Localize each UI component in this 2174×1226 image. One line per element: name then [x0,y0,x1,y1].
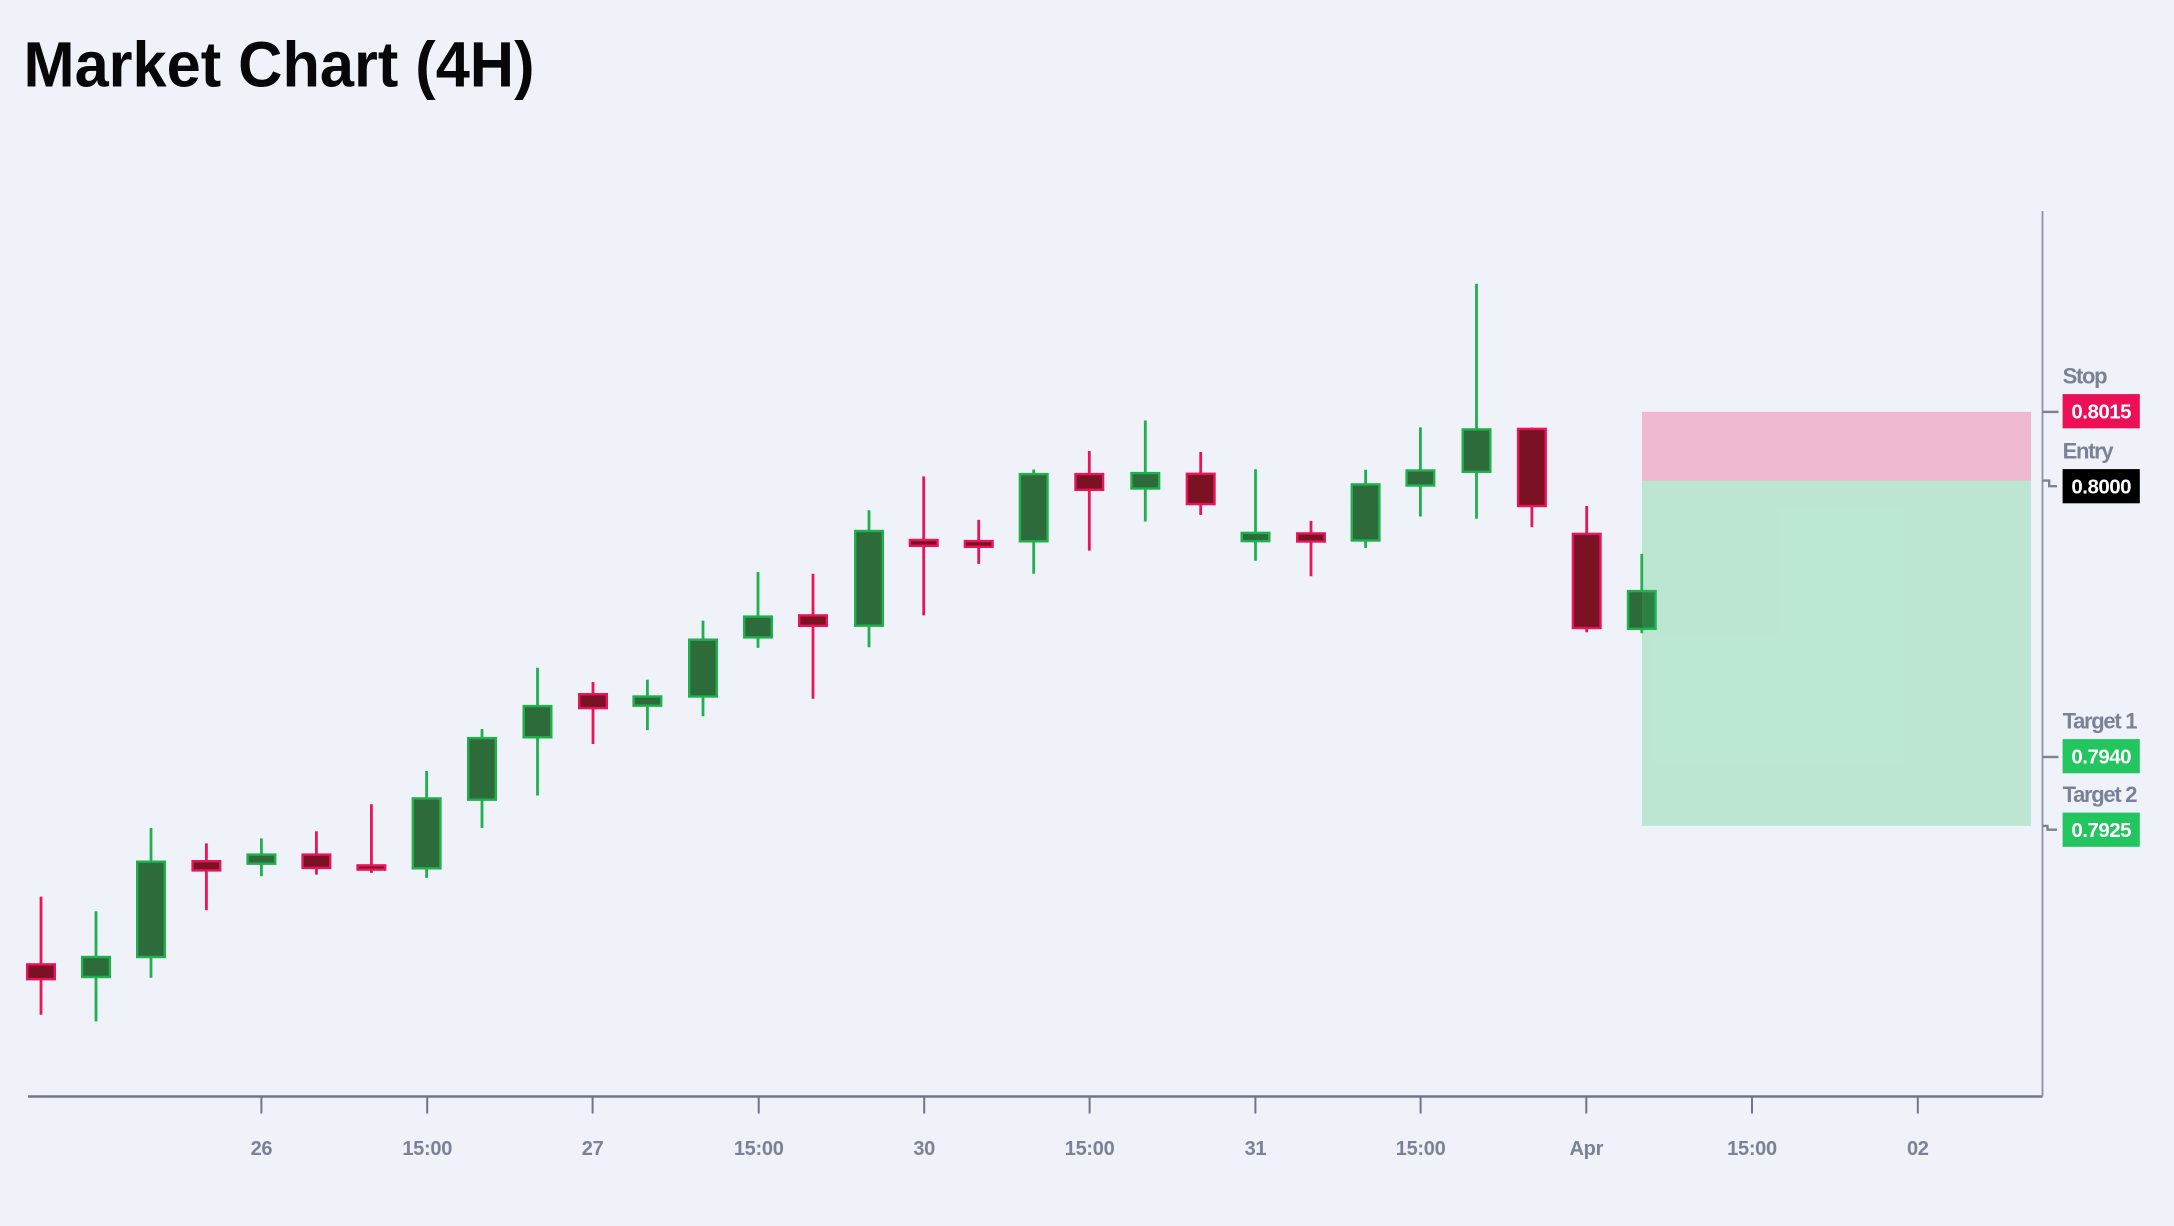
svg-text:0.7940: 0.7940 [2071,746,2131,769]
svg-text:27: 27 [582,1138,604,1160]
svg-text:30: 30 [913,1138,935,1160]
svg-text:Target 1: Target 1 [2063,709,2138,734]
svg-text:26: 26 [251,1138,273,1160]
svg-text:15:00: 15:00 [402,1138,452,1160]
svg-text:Apr: Apr [1570,1138,1604,1160]
svg-text:15:00: 15:00 [1065,1138,1115,1160]
svg-text:0.8000: 0.8000 [2071,476,2131,499]
svg-text:Market Chart (4H): Market Chart (4H) [24,29,535,101]
svg-text:0.7925: 0.7925 [2071,819,2131,842]
svg-text:Stop: Stop [2063,364,2108,389]
svg-text:02: 02 [1907,1138,1929,1160]
svg-text:15:00: 15:00 [1396,1138,1446,1160]
svg-text:0.8015: 0.8015 [2071,401,2131,424]
svg-text:15:00: 15:00 [1727,1138,1777,1160]
svg-text:Target 2: Target 2 [2063,782,2138,807]
svg-text:31: 31 [1245,1138,1267,1160]
svg-text:15:00: 15:00 [734,1138,784,1160]
svg-text:Entry: Entry [2063,439,2115,464]
